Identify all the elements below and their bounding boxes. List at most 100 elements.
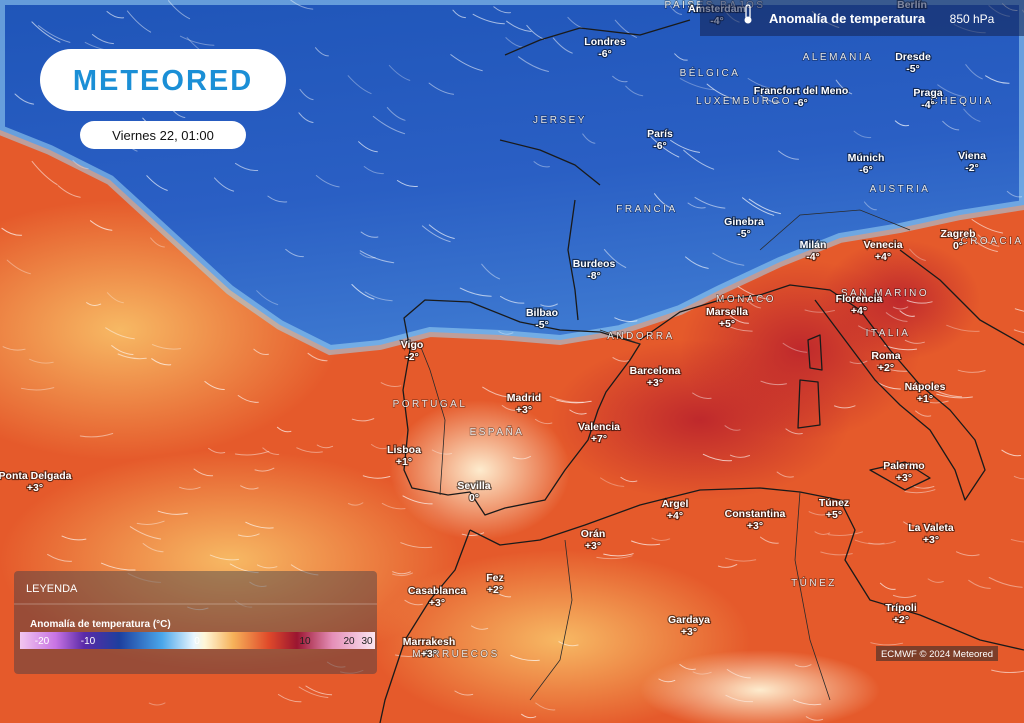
wind-streak [870,642,904,646]
wind-streak [892,306,909,310]
city-name: Ponta Delgada [0,470,72,482]
wind-streak [904,489,936,494]
city-name: París [647,128,673,140]
wind-streak [146,175,168,191]
wind-streak [760,536,779,544]
wind-streak [903,521,919,527]
city-temp: 0° [953,240,963,252]
wind-streak [879,582,896,590]
logo: METEORED [73,65,253,97]
wind-streak [679,78,715,91]
wind-streak [481,263,501,280]
wind-streak [359,250,395,264]
wind-streak [386,107,406,121]
country-label: ITALIA [866,328,911,339]
wind-streak [234,451,270,456]
wind-streak [506,20,532,32]
wind-streak [782,342,808,353]
city-name: Fez [486,572,504,584]
wind-streak [971,219,1004,234]
legend-subtitle: Anomalía de temperatura (°C) [30,619,171,630]
country-label: CROACIA [960,236,1023,247]
legend-tick-label: -10 [81,636,96,647]
wind-streak [687,202,706,209]
italy-coast [639,284,986,501]
wind-streak [892,594,917,598]
wind-streak [582,133,596,144]
city-temp: +4° [875,251,891,263]
wind-streak [835,79,853,95]
wind-streak [722,323,753,332]
wind-streak [692,671,712,675]
city-name: Marsella [706,306,748,318]
wind-streak [868,541,896,545]
wind-streak [776,471,794,478]
wind-streak [187,606,209,611]
wind-streak [296,447,323,453]
wind-streak [72,159,89,170]
wind-streak [14,93,35,105]
city-temp: -4° [806,251,820,263]
wind-streak [105,327,135,340]
wind-streak [805,716,824,721]
city-name: Trípoli [885,602,917,614]
country-label: PORTUGAL [393,399,468,410]
wind-streak [305,685,333,696]
legend-tick-label: 20 [343,636,355,647]
wind-streak [404,599,423,606]
wind-streak [307,352,328,362]
city-temp: +4° [851,305,867,317]
city-temp: +3° [747,520,763,532]
city-temp: -6° [794,97,808,109]
wind-streak [254,467,275,472]
wind-streak [351,284,375,300]
city-temp: +4° [667,510,683,522]
city-temp: -2° [405,351,419,363]
borders [419,209,911,701]
wind-streak [363,166,384,175]
city-temp: +1° [917,393,933,405]
city-name: Marrakesh [403,636,456,648]
wind-streak [600,477,625,487]
wind-streak [937,84,966,98]
city-temp: -8° [587,270,601,282]
city-temp: -6° [653,140,667,152]
wind-streak [970,237,998,252]
city-temp: +2° [487,584,503,596]
wind-streak [603,249,627,268]
wind-streak [400,542,433,549]
england-coast [504,19,691,56]
wind-streak [459,287,492,297]
wind-streak [858,325,882,333]
wind-streak [556,399,592,404]
city-name: Valencia [578,421,620,433]
wind-streak [927,578,944,583]
wind-streak [794,664,812,668]
wind-streak [315,175,340,188]
city-temp: 0° [469,492,479,504]
city-name: Madrid [507,392,541,404]
wind-streak [654,193,672,209]
wind-streak [150,237,165,248]
wind-streak [240,485,259,490]
city-name: Múnich [848,152,885,164]
layer-bar [700,0,1024,36]
wind-streak [396,180,418,188]
wind-streak [262,447,280,455]
wind-streak [249,581,267,588]
wind-streak [471,625,489,630]
country-label: TÚNEZ [791,576,837,589]
city-name: Venecia [863,239,902,251]
city-name: Milán [800,239,827,251]
legend-title: LEYENDA [26,583,78,595]
wind-streak [299,88,314,101]
wind-streak [326,661,346,668]
city-name: Dresde [895,51,931,63]
channel-coast [499,139,601,186]
wind-streak [679,664,696,670]
city-name: Zagreb [940,228,975,240]
wind-streak [493,589,512,598]
wind-streak [820,551,853,556]
wind-streak [256,290,279,306]
wind-streak [988,577,1023,588]
